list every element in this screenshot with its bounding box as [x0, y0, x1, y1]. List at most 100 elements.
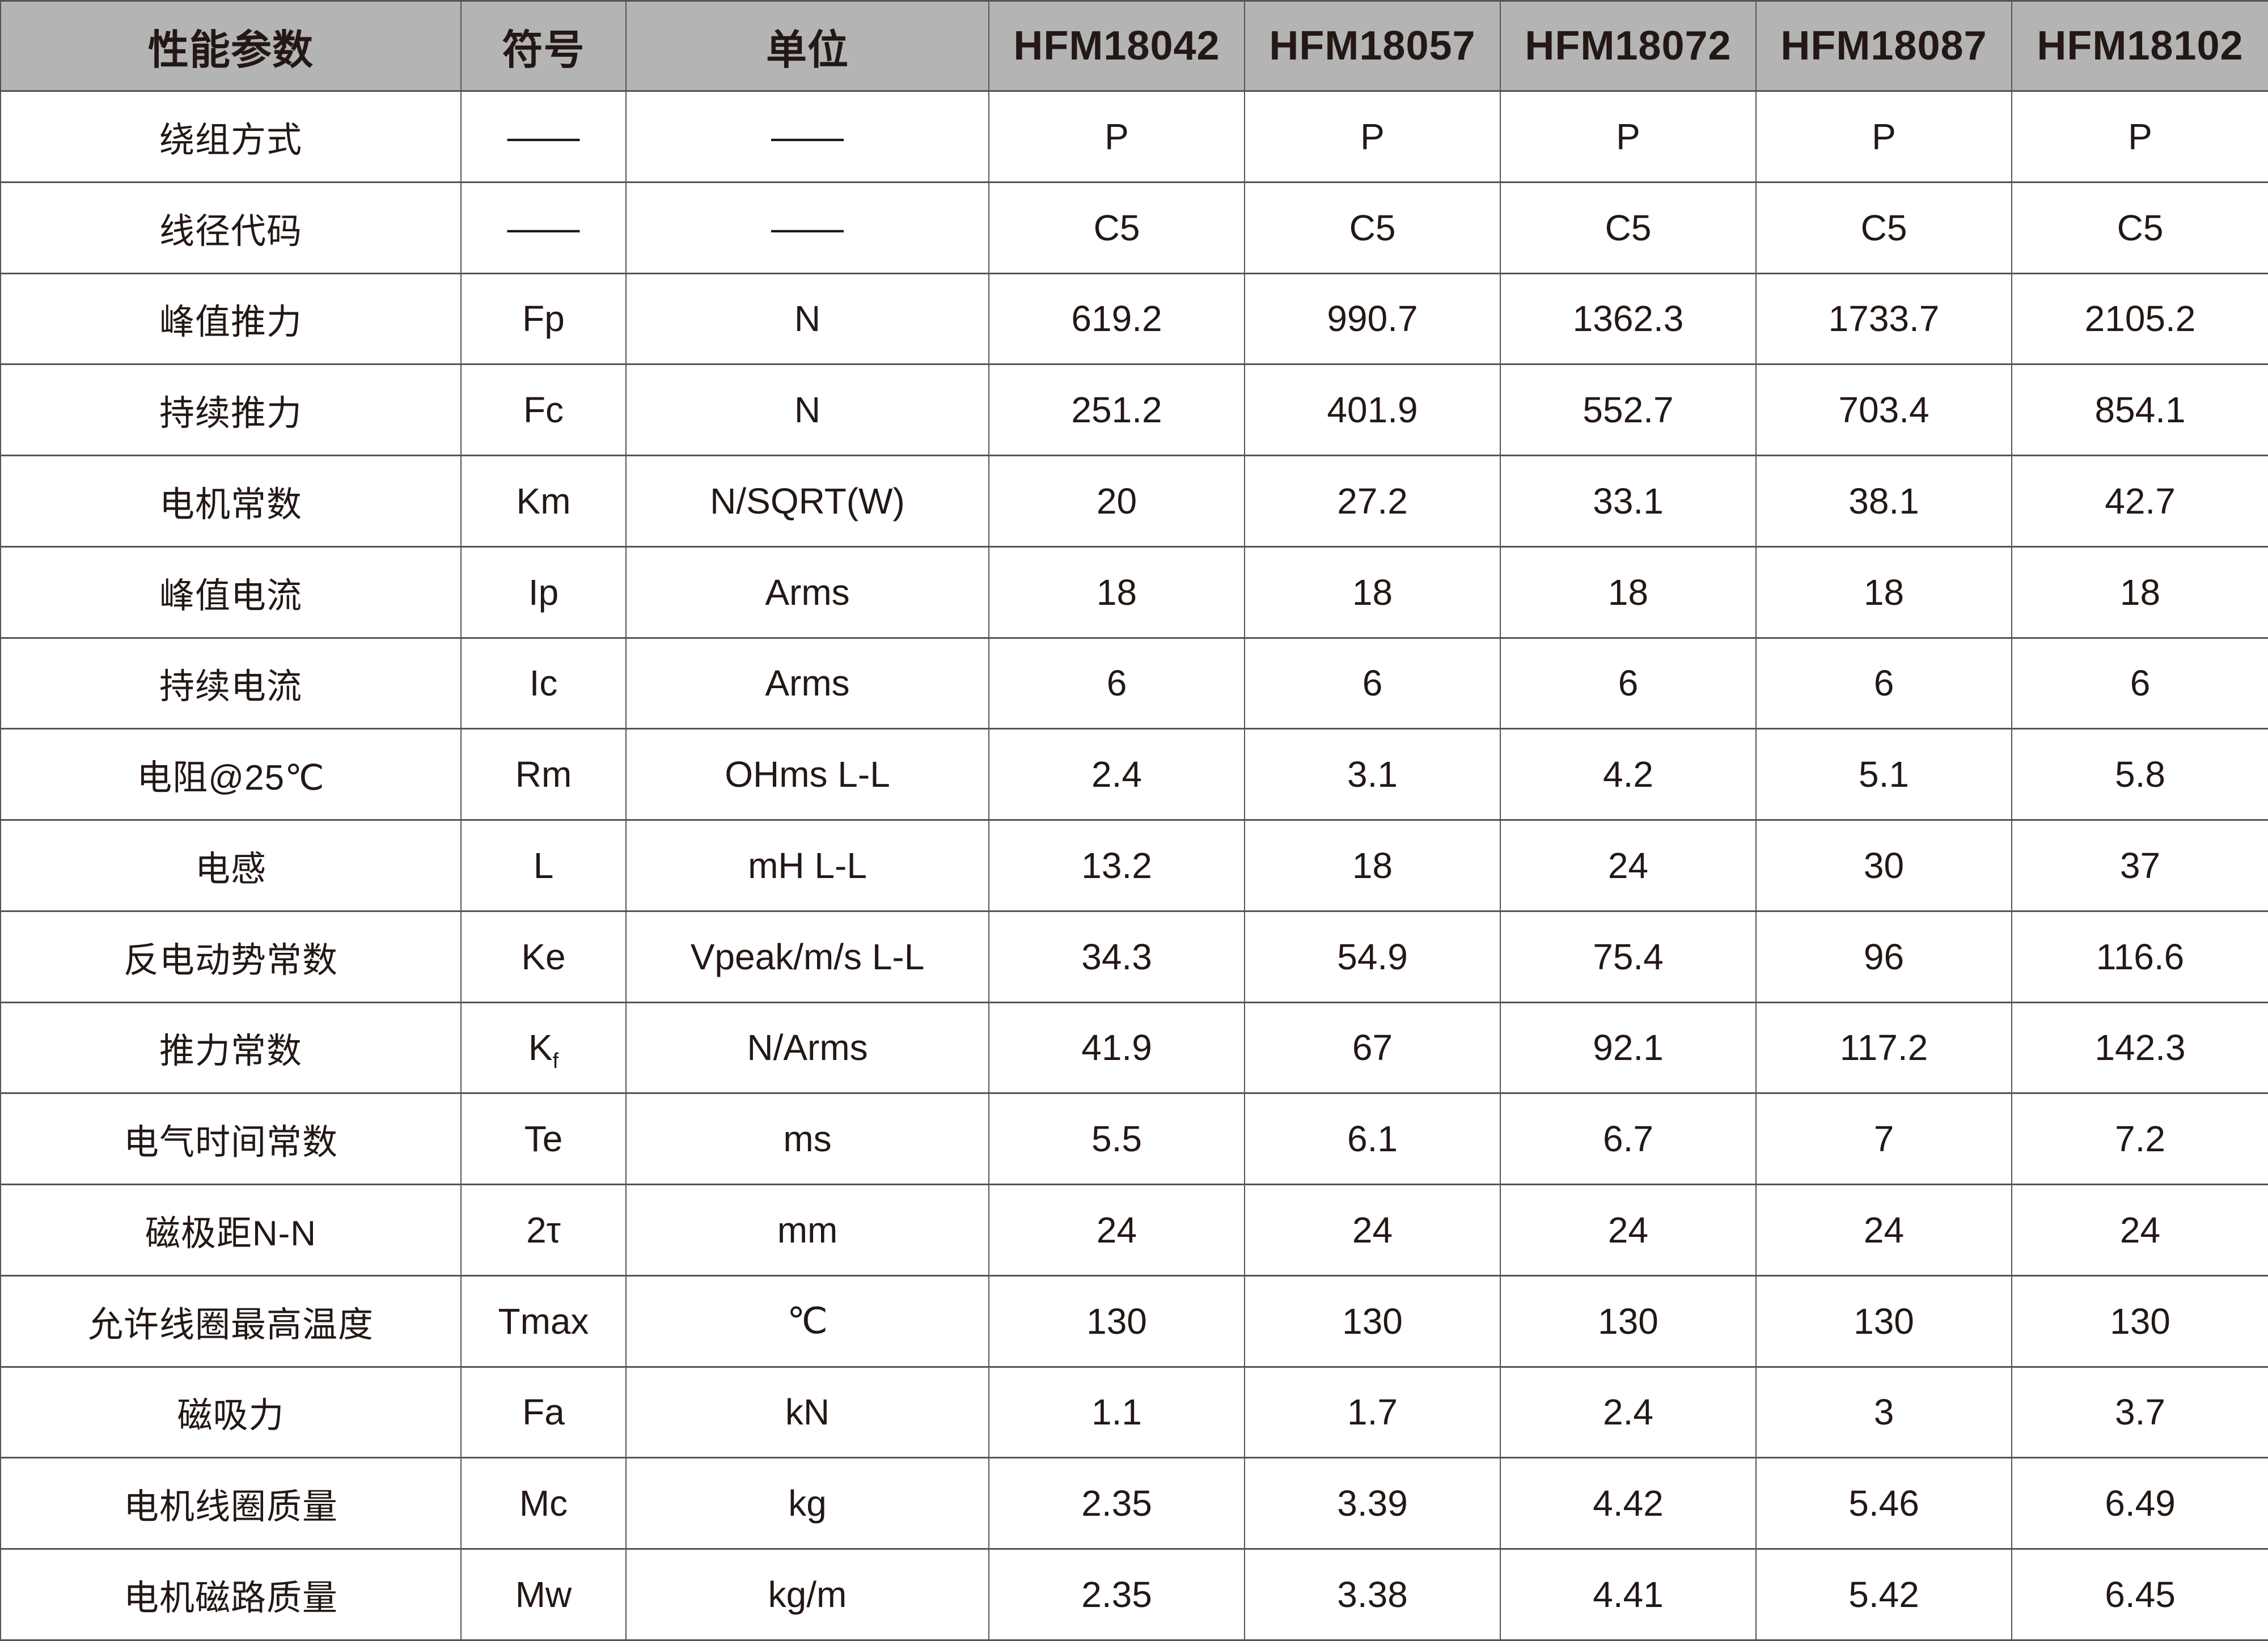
- param-cell: 电机常数: [0, 455, 462, 548]
- param-cell: 线径代码: [0, 181, 462, 274]
- param-cell: 电气时间常数: [0, 1092, 462, 1185]
- value-cell: P: [1755, 90, 2012, 183]
- value-cell: P: [2011, 90, 2268, 183]
- symbol-text: Ip: [528, 571, 559, 613]
- param-cell: 峰值电流: [0, 545, 462, 639]
- column-header-model: HFM18072: [1500, 0, 1757, 92]
- value-cell: 130: [988, 1274, 1245, 1368]
- symbol-text: Ke: [521, 936, 566, 977]
- param-cell: 磁极距N-N: [0, 1184, 462, 1277]
- value-cell: 18: [1244, 545, 1501, 639]
- column-header-model: HFM18057: [1244, 0, 1501, 92]
- symbol-text: Rm: [515, 754, 572, 795]
- value-cell: 18: [1755, 545, 2012, 639]
- symbol-text: Te: [524, 1118, 563, 1160]
- value-cell: 619.2: [988, 272, 1245, 366]
- param-cell: 电阻@25℃: [0, 728, 462, 821]
- value-cell: 24: [1500, 1184, 1757, 1277]
- unit-cell: Arms: [625, 545, 989, 639]
- value-cell: 854.1: [2011, 363, 2268, 456]
- symbol-text: L: [533, 845, 554, 886]
- value-cell: 2.4: [988, 728, 1245, 821]
- param-cell: 持续推力: [0, 363, 462, 456]
- value-cell: 130: [1244, 1274, 1501, 1368]
- value-cell: 42.7: [2011, 455, 2268, 548]
- value-cell: C5: [1755, 181, 2012, 274]
- value-cell: P: [1500, 90, 1757, 183]
- symbol-cell: Ip: [460, 545, 627, 639]
- param-cell: 电感: [0, 819, 462, 912]
- value-cell: 24: [1755, 1184, 2012, 1277]
- symbol-cell: Te: [460, 1092, 627, 1185]
- value-cell: 24: [1244, 1184, 1501, 1277]
- value-cell: P: [988, 90, 1245, 183]
- table-row: 线径代码 —— —— C5 C5 C5 C5 C5: [0, 181, 2268, 274]
- symbol-cell: L: [460, 819, 627, 912]
- value-cell: 6: [1755, 637, 2012, 730]
- symbol-text: Fp: [522, 298, 565, 340]
- symbol-cell: Tmax: [460, 1274, 627, 1368]
- param-cell: 允许线圈最高温度: [0, 1274, 462, 1368]
- table-row: 绕组方式 —— —— P P P P P: [0, 90, 2268, 183]
- unit-cell: kg: [625, 1457, 989, 1550]
- value-cell: 130: [1755, 1274, 2012, 1368]
- value-cell: 6.45: [2011, 1548, 2268, 1641]
- value-cell: 33.1: [1500, 455, 1757, 548]
- value-cell: 1362.3: [1500, 272, 1757, 366]
- value-cell: 5.42: [1755, 1548, 2012, 1641]
- value-cell: 5.8: [2011, 728, 2268, 821]
- value-cell: 38.1: [1755, 455, 2012, 548]
- value-cell: 552.7: [1500, 363, 1757, 456]
- column-header-model: HFM18087: [1755, 0, 2012, 92]
- symbol-text: ——: [507, 116, 580, 157]
- value-cell: 5.5: [988, 1092, 1245, 1185]
- table-row: 磁吸力 Fa kN 1.1 1.7 2.4 3 3.7: [0, 1366, 2268, 1459]
- symbol-text: Mc: [519, 1483, 568, 1524]
- symbol-cell: 2τ: [460, 1184, 627, 1277]
- value-cell: 18: [988, 545, 1245, 639]
- value-cell: 5.1: [1755, 728, 2012, 821]
- value-cell: 24: [988, 1184, 1245, 1277]
- symbol-cell: Mc: [460, 1457, 627, 1550]
- value-cell: 24: [1500, 819, 1757, 912]
- value-cell: 3.7: [2011, 1366, 2268, 1459]
- value-cell: 54.9: [1244, 910, 1501, 1003]
- value-cell: 1.7: [1244, 1366, 1501, 1459]
- table-body: 绕组方式 —— —— P P P P P 线径代码 —— —— C5 C5 C5 C5 C5 峰值推力 Fp N 61…: [0, 90, 2268, 1641]
- value-cell: 990.7: [1244, 272, 1501, 366]
- symbol-text: Km: [516, 480, 571, 521]
- value-cell: 37: [2011, 819, 2268, 912]
- symbol-cell: Ke: [460, 910, 627, 1003]
- unit-cell: N: [625, 363, 989, 456]
- table-row: 电机线圈质量 Mc kg 2.35 3.39 4.42 5.46 6.49: [0, 1457, 2268, 1550]
- unit-cell: ms: [625, 1092, 989, 1185]
- value-cell: 6.1: [1244, 1092, 1501, 1185]
- symbol-text: ——: [507, 207, 580, 248]
- value-cell: 7.2: [2011, 1092, 2268, 1185]
- table-row: 电气时间常数 Te ms 5.5 6.1 6.7 7 7.2: [0, 1092, 2268, 1185]
- value-cell: 130: [1500, 1274, 1757, 1368]
- value-cell: 2105.2: [2011, 272, 2268, 366]
- symbol-cell: Ic: [460, 637, 627, 730]
- value-cell: 401.9: [1244, 363, 1501, 456]
- value-cell: 7: [1755, 1092, 2012, 1185]
- param-cell: 绕组方式: [0, 90, 462, 183]
- header-row: 性能参数 符号 单位 HFM18042 HFM18057 HFM18072 HFM18087…: [0, 0, 2268, 92]
- table-row: 峰值推力 Fp N 619.2 990.7 1362.3 1733.7 2105.2: [0, 272, 2268, 366]
- value-cell: 41.9: [988, 1001, 1245, 1095]
- value-cell: 92.1: [1500, 1001, 1757, 1095]
- value-cell: 142.3: [2011, 1001, 2268, 1095]
- symbol-cell: ——: [460, 181, 627, 274]
- param-cell: 峰值推力: [0, 272, 462, 366]
- symbol-text: Tmax: [498, 1300, 589, 1342]
- value-cell: 20: [988, 455, 1245, 548]
- value-cell: 3.39: [1244, 1457, 1501, 1550]
- symbol-text: Fc: [523, 389, 564, 431]
- symbol-text: Ic: [529, 663, 558, 704]
- unit-cell: mH L-L: [625, 819, 989, 912]
- value-cell: 2.35: [988, 1548, 1245, 1641]
- symbol-cell: Fp: [460, 272, 627, 366]
- param-cell: 电机线圈质量: [0, 1457, 462, 1550]
- value-cell: 6.7: [1500, 1092, 1757, 1185]
